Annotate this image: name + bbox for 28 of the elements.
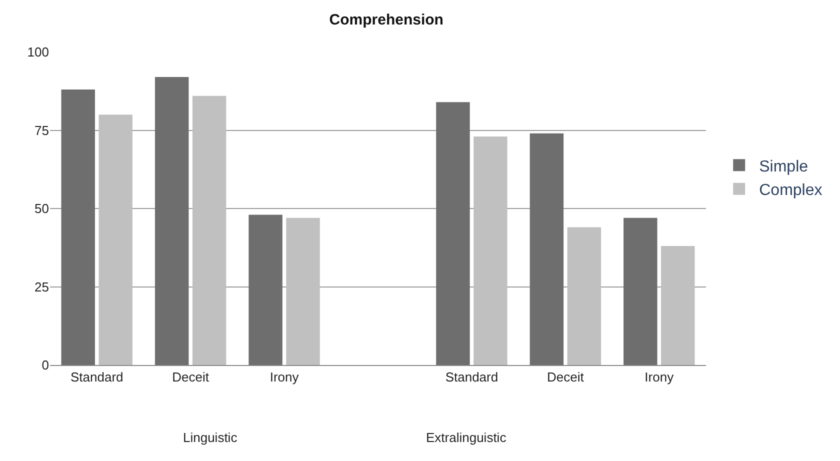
chart-title: Comprehension: [329, 11, 444, 28]
bar: [436, 102, 470, 365]
bar: [474, 136, 508, 365]
bar: [154, 77, 189, 365]
x-tick-label: Deceit: [172, 370, 210, 385]
x-tick-label: Deceit: [547, 370, 584, 385]
bar: [286, 218, 320, 365]
x-tick-label: Standard: [70, 370, 124, 385]
y-tick-label: 50: [34, 201, 49, 216]
legend-label: Complex: [759, 182, 822, 200]
legend-label: Simple: [759, 158, 808, 176]
bar: [530, 133, 564, 365]
bar: [248, 214, 282, 365]
x-tick-label: Irony: [270, 370, 300, 385]
y-tick-label: 0: [42, 358, 49, 373]
y-tick-label: 25: [34, 279, 49, 294]
bar: [192, 96, 226, 365]
y-tick-label: 75: [34, 122, 49, 138]
bar: [61, 90, 95, 365]
bar: [567, 227, 602, 365]
x-tick-label: Standard: [445, 370, 498, 385]
text: Extralinguistic: [426, 430, 507, 445]
bar: [98, 114, 132, 365]
text: Linguistic: [183, 430, 238, 445]
x-tick-label: Irony: [644, 370, 674, 385]
bar: [624, 218, 658, 365]
y-tick-label: 100: [27, 44, 49, 60]
bar: [661, 246, 695, 365]
